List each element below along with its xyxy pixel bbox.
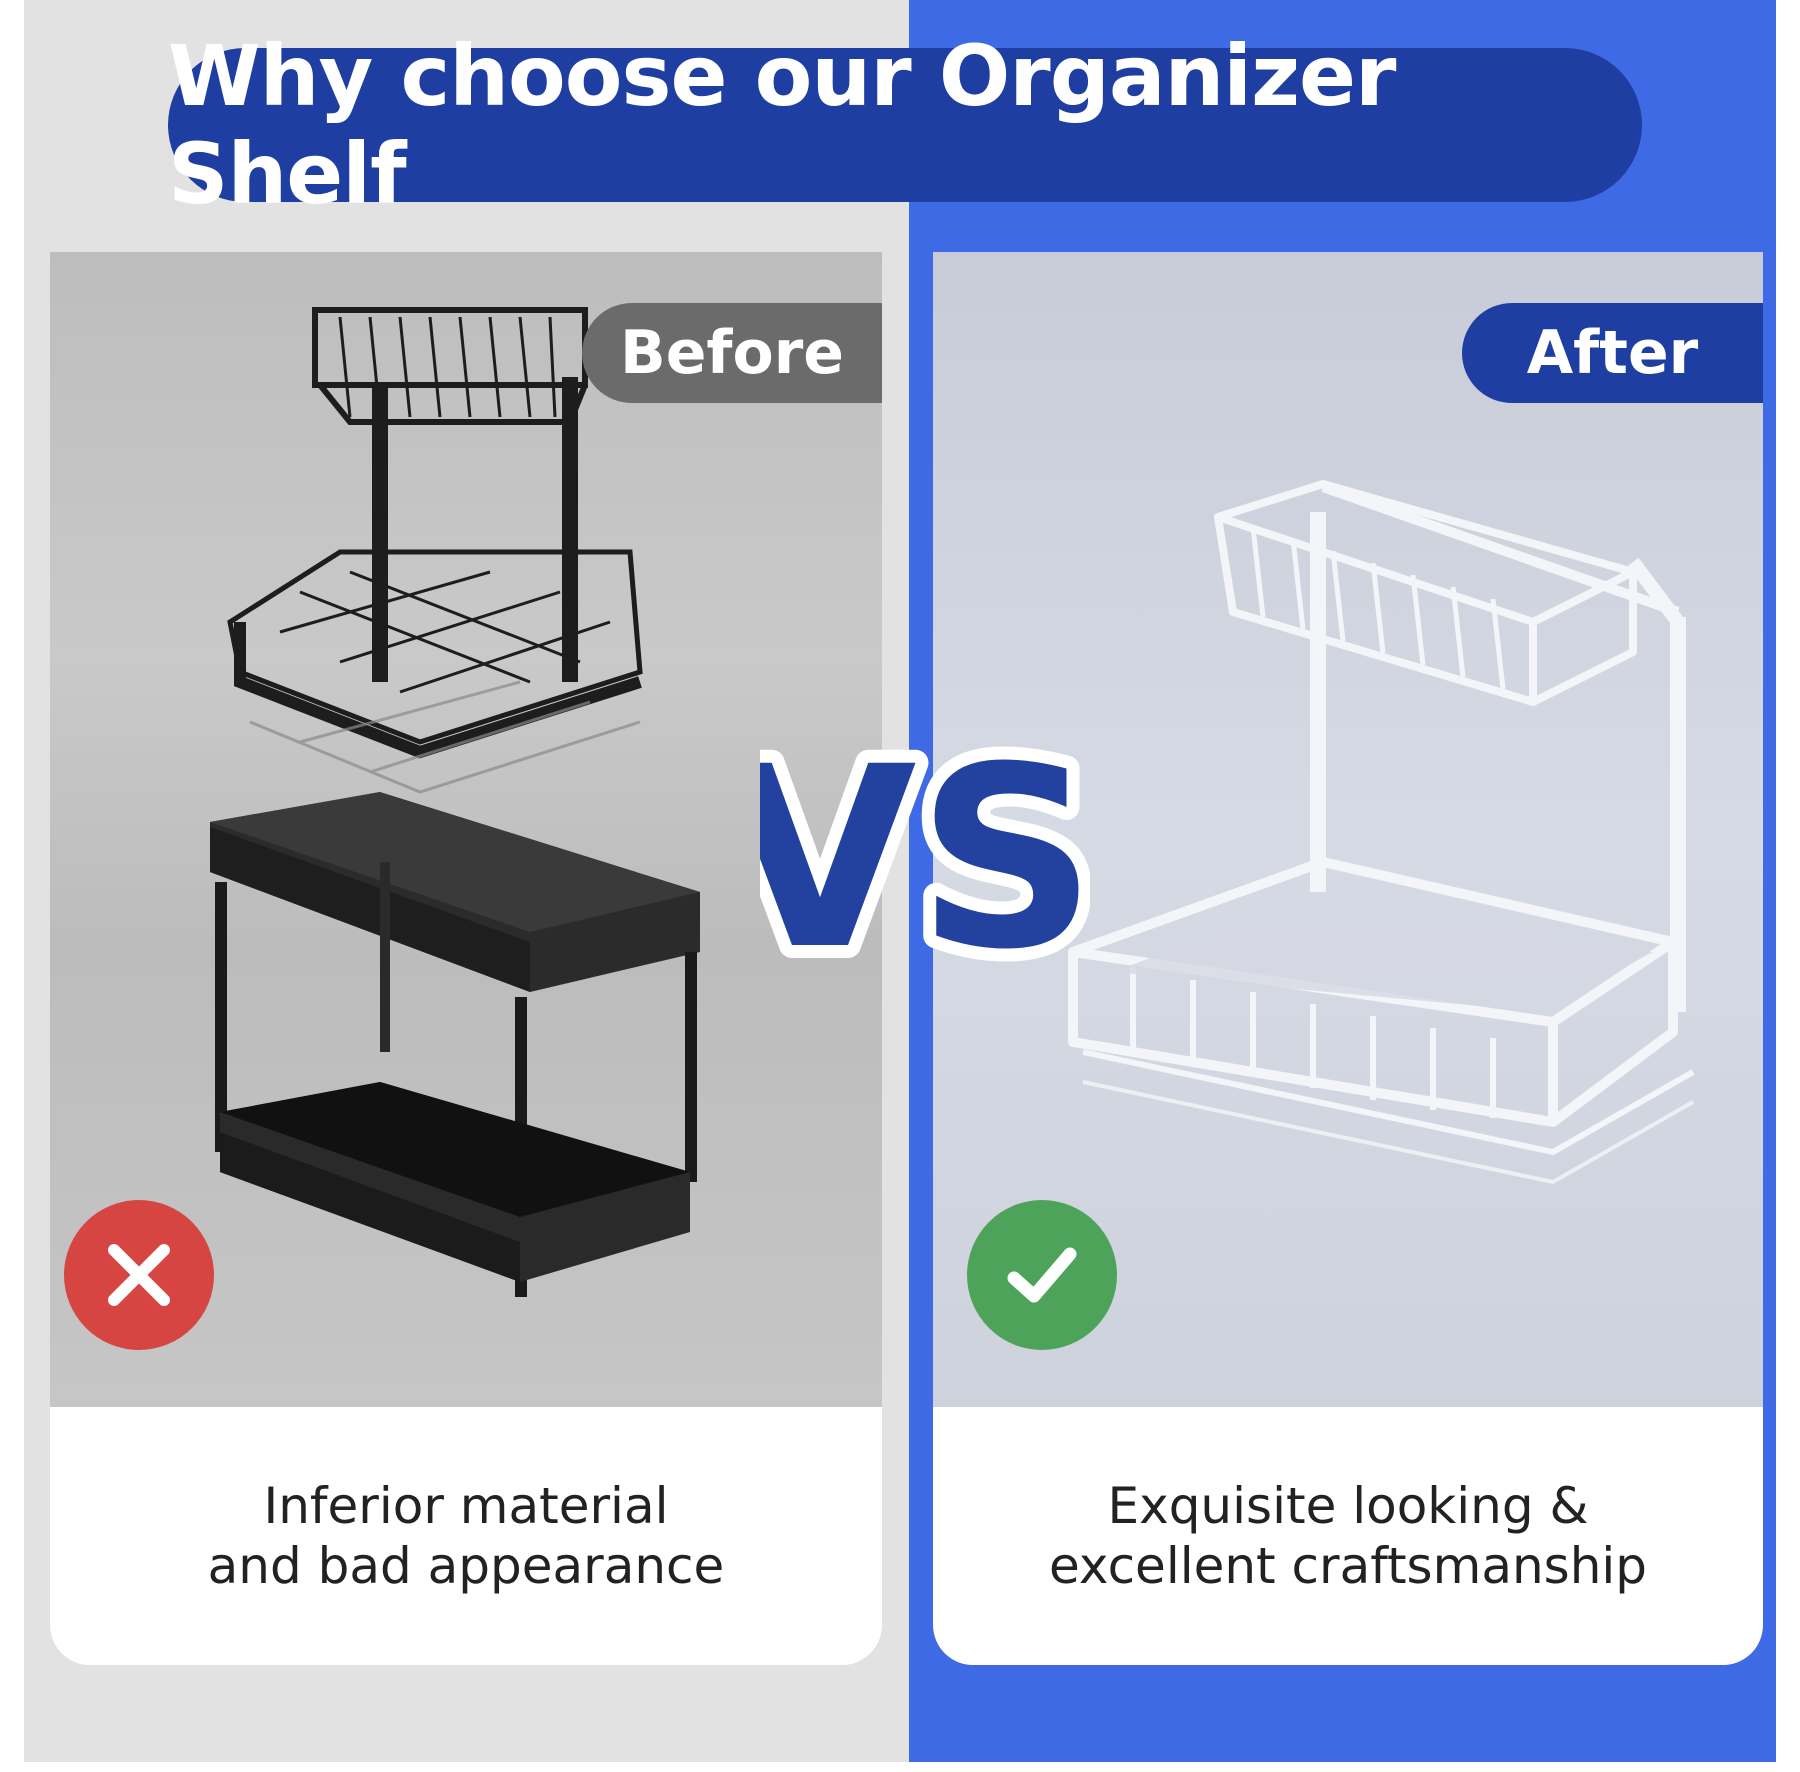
before-tag-label: Before (619, 318, 845, 388)
white-organizer-image (1068, 480, 1695, 1184)
after-caption-line2: excellent craftsmanship (1048, 1537, 1648, 1595)
after-caption-card: Exquisite looking & excellent craftsmans… (933, 1407, 1763, 1665)
before-tag: Before (582, 303, 882, 403)
title-banner: Why choose our Organizer Shelf (168, 27, 1642, 223)
check-badge (967, 1200, 1117, 1350)
before-caption-line1: Inferior material (263, 1477, 669, 1535)
after-caption-line1: Exquisite looking & (1107, 1477, 1589, 1535)
cross-icon (108, 1244, 170, 1306)
before-caption-line2: and bad appearance (207, 1537, 725, 1595)
check-icon (1007, 1247, 1077, 1303)
before-caption-card: Inferior material and bad appearance (50, 1407, 882, 1665)
page-title: Why choose our Organizer Shelf (168, 27, 1396, 223)
before-caption: Inferior material and bad appearance (208, 1476, 725, 1596)
vs-text: VS (760, 713, 1090, 1004)
after-caption: Exquisite looking & excellent craftsmans… (1049, 1476, 1647, 1596)
vs-emblem: VS VS (760, 700, 1090, 1010)
before-product-photo (50, 252, 882, 1407)
vs-outline: VS (760, 713, 1090, 1004)
after-tag: After (1462, 303, 1763, 403)
after-tag-label: After (1526, 318, 1699, 388)
black-organizer-image (210, 307, 700, 1297)
cross-badge (64, 1200, 214, 1350)
